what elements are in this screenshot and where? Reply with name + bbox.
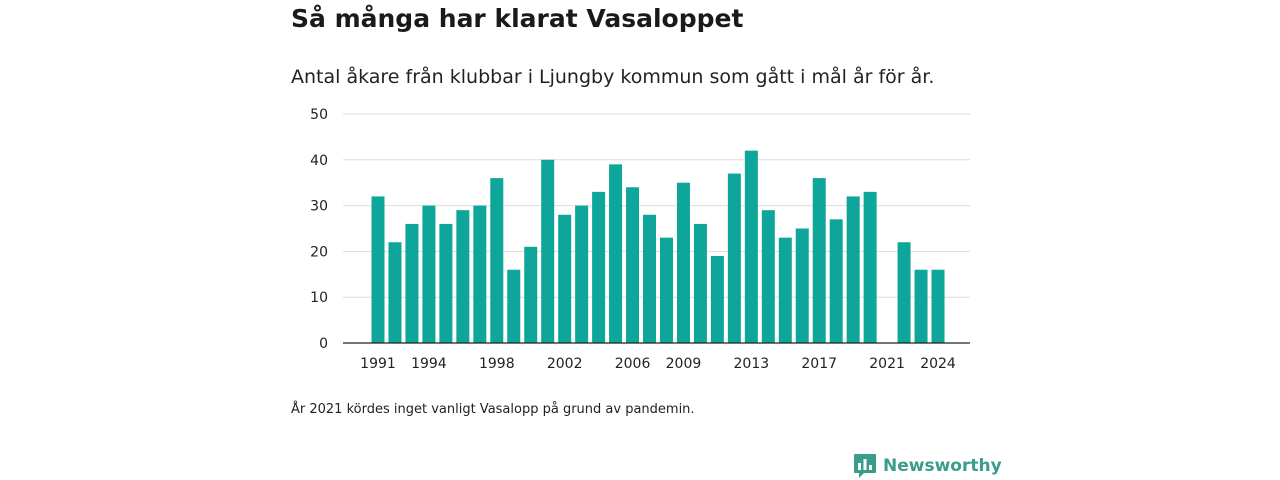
bar-2018 <box>829 219 843 343</box>
bar-2006 <box>626 187 640 343</box>
bar-1996 <box>456 210 470 343</box>
x-tick-label: 2002 <box>547 356 583 372</box>
y-tick-label: 20 <box>310 244 328 260</box>
bar-2014 <box>761 210 775 343</box>
chart-title: Så många har klarat Vasaloppet <box>291 4 744 33</box>
bar-2020 <box>863 191 877 343</box>
y-tick-label: 50 <box>310 107 328 123</box>
y-tick-label: 0 <box>319 336 328 352</box>
bar-2016 <box>795 228 809 343</box>
bar-2002 <box>558 214 572 343</box>
brand-logo: Newsworthy <box>853 453 1002 479</box>
y-tick-label: 10 <box>310 290 328 306</box>
footnote: År 2021 kördes inget vanligt Vasalopp på… <box>291 402 695 417</box>
bar-1999 <box>507 269 521 343</box>
x-tick-label: 1991 <box>360 356 396 372</box>
bar-2004 <box>592 191 606 343</box>
bar-1992 <box>388 242 402 343</box>
bar-1994 <box>422 205 436 343</box>
x-tick-label: 2017 <box>801 356 837 372</box>
bar-2000 <box>524 246 538 343</box>
bar-1997 <box>473 205 487 343</box>
bar-2001 <box>541 159 555 343</box>
bar-2019 <box>846 196 860 343</box>
y-axis-tick-labels: 0 10 20 30 40 50 <box>310 107 328 352</box>
newsworthy-logo-icon <box>854 454 876 478</box>
x-tick-label: 2024 <box>920 356 956 372</box>
bar-2022 <box>897 242 911 343</box>
x-tick-label: 1998 <box>479 356 515 372</box>
y-tick-label: 40 <box>310 153 328 169</box>
bar-2007 <box>643 214 657 343</box>
bar-2015 <box>778 237 792 343</box>
x-axis-tick-labels: 1991 1994 1998 2002 2006 2009 2013 2017 2021 2024 <box>360 356 956 372</box>
bar-2024 <box>931 269 945 343</box>
bar-1993 <box>405 223 419 343</box>
bar-2009 <box>676 182 690 343</box>
bar-2003 <box>575 205 589 343</box>
bar-1995 <box>439 223 453 343</box>
bar-2005 <box>609 164 623 343</box>
bar-2011 <box>710 255 724 343</box>
bar-2012 <box>727 173 741 343</box>
bar-chart: 0 10 20 30 40 50 1991 1994 1998 2002 2006 2009 2013… <box>310 107 970 372</box>
bar-2023 <box>914 269 928 343</box>
bar-1998 <box>490 178 504 343</box>
x-tick-label: 2013 <box>734 356 770 372</box>
bar-2013 <box>744 150 758 343</box>
x-tick-label: 2009 <box>666 356 702 372</box>
bars <box>371 150 945 343</box>
bar-2010 <box>693 223 707 343</box>
chart-subtitle: Antal åkare från klubbar i Ljungby kommu… <box>291 66 935 88</box>
brand-name: Newsworthy <box>883 456 1002 476</box>
x-tick-label: 2006 <box>615 356 651 372</box>
x-tick-label: 2021 <box>869 356 905 372</box>
x-tick-label: 1994 <box>411 356 447 372</box>
y-tick-label: 30 <box>310 199 328 215</box>
bar-2017 <box>812 178 826 343</box>
bar-1991 <box>371 196 385 343</box>
bar-2008 <box>659 237 673 343</box>
